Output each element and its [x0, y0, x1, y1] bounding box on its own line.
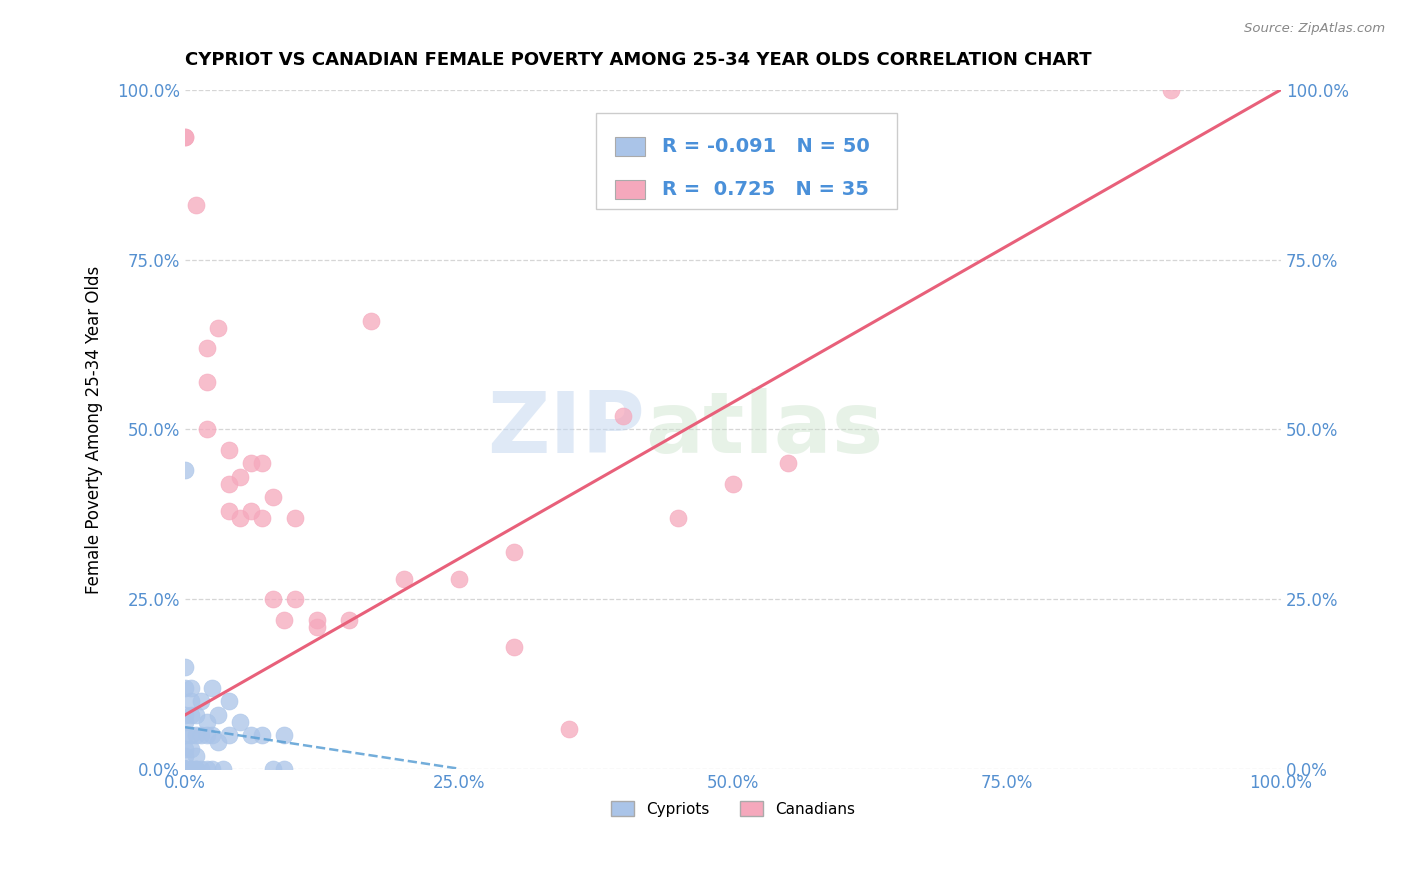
Point [174, 130, 197, 145]
Point [250, 728, 273, 742]
Point [557, 722, 579, 736]
Point [502, 640, 524, 654]
Point [174, 742, 197, 756]
Point [174, 748, 197, 763]
Point [195, 714, 218, 729]
Point [207, 735, 229, 749]
Point [201, 681, 224, 695]
Point [174, 728, 197, 742]
Point [502, 545, 524, 559]
Point [207, 707, 229, 722]
Legend: Cypriots, Canadians: Cypriots, Canadians [605, 795, 862, 822]
Point [174, 130, 197, 145]
Point [174, 762, 197, 776]
Point [174, 714, 197, 729]
Point [207, 320, 229, 334]
Text: CYPRIOT VS CANADIAN FEMALE POVERTY AMONG 25-34 YEAR OLDS CORRELATION CHART: CYPRIOT VS CANADIAN FEMALE POVERTY AMONG… [186, 51, 1091, 69]
Point [180, 762, 202, 776]
Text: Source: ZipAtlas.com: Source: ZipAtlas.com [1244, 22, 1385, 36]
FancyBboxPatch shape [614, 180, 645, 199]
Point [394, 572, 416, 586]
Point [229, 470, 252, 484]
Point [262, 491, 284, 505]
Point [284, 511, 307, 525]
Text: R =  0.725   N = 35: R = 0.725 N = 35 [662, 180, 869, 199]
FancyBboxPatch shape [614, 136, 645, 155]
Point [174, 762, 197, 776]
Point [174, 762, 197, 776]
Point [262, 762, 284, 776]
Point [212, 762, 235, 776]
Point [190, 762, 212, 776]
Point [239, 504, 262, 518]
Point [218, 504, 240, 518]
Point [218, 442, 240, 457]
Point [201, 728, 224, 742]
Point [190, 694, 212, 708]
Point [262, 592, 284, 607]
Point [305, 613, 328, 627]
Point [184, 762, 207, 776]
Point [218, 476, 240, 491]
Point [184, 762, 207, 776]
Point [174, 762, 197, 776]
Text: atlas: atlas [645, 388, 883, 471]
Point [250, 511, 273, 525]
Point [180, 762, 202, 776]
Point [360, 314, 382, 328]
Point [229, 511, 252, 525]
FancyBboxPatch shape [596, 113, 897, 209]
Point [195, 341, 218, 355]
Point [174, 707, 197, 722]
Point [229, 714, 252, 729]
Point [190, 728, 212, 742]
Point [305, 619, 328, 633]
Text: R = -0.091   N = 50: R = -0.091 N = 50 [662, 136, 869, 155]
Point [284, 592, 307, 607]
Point [174, 681, 197, 695]
Point [174, 762, 197, 776]
Point [180, 742, 202, 756]
Point [195, 762, 218, 776]
Point [174, 762, 197, 776]
Point [184, 707, 207, 722]
Point [239, 457, 262, 471]
Point [239, 728, 262, 742]
Text: ZIP: ZIP [488, 388, 645, 471]
Point [273, 728, 295, 742]
Point [174, 463, 197, 477]
Point [180, 728, 202, 742]
Point [184, 728, 207, 742]
Point [174, 660, 197, 674]
Point [184, 198, 207, 212]
Point [273, 762, 295, 776]
Y-axis label: Female Poverty Among 25-34 Year Olds: Female Poverty Among 25-34 Year Olds [86, 265, 103, 593]
Point [721, 476, 744, 491]
Point [180, 681, 202, 695]
Point [184, 748, 207, 763]
Point [201, 762, 224, 776]
Point [273, 613, 295, 627]
Point [250, 457, 273, 471]
Point [447, 572, 470, 586]
Point [776, 457, 799, 471]
Point [174, 762, 197, 776]
Point [612, 409, 634, 423]
Point [339, 613, 361, 627]
Point [1160, 83, 1182, 97]
Point [195, 375, 218, 389]
Point [195, 728, 218, 742]
Point [218, 728, 240, 742]
Point [180, 707, 202, 722]
Point [666, 511, 689, 525]
Point [195, 422, 218, 436]
Point [174, 762, 197, 776]
Point [180, 762, 202, 776]
Point [180, 694, 202, 708]
Point [174, 762, 197, 776]
Point [218, 694, 240, 708]
